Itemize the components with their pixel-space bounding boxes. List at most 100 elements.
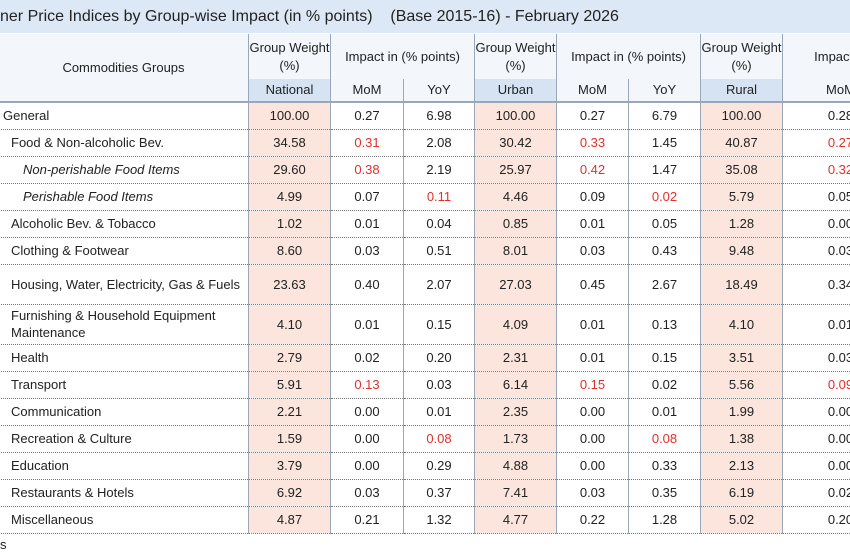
table-row: Non-perishable Food Items 29.60 0.38 2.19 25… bbox=[0, 156, 850, 183]
header-cell: Impact in bbox=[782, 34, 850, 79]
table-cell: 0.11 bbox=[403, 183, 475, 210]
table-cell: 0.13 bbox=[330, 371, 404, 398]
table-cell: 0.03 bbox=[403, 371, 475, 398]
header-cell: Rural bbox=[700, 79, 783, 103]
table-cell: 0.00 bbox=[782, 210, 850, 237]
table-cell: 0.33 bbox=[628, 452, 701, 479]
row-label: Transport bbox=[0, 371, 249, 398]
table-cell: 0.00 bbox=[330, 398, 404, 425]
table-cell: 0.85 bbox=[474, 210, 557, 237]
table-cell: 2.19 bbox=[403, 156, 475, 183]
table-cell: 0.00 bbox=[556, 425, 629, 452]
table-cell: 100.00 bbox=[700, 102, 783, 129]
row-label: Furnishing & Household Equipment Mainten… bbox=[0, 304, 249, 344]
table-cell: 1.02 bbox=[248, 210, 331, 237]
row-label: Alcoholic Bev. & Tobacco bbox=[0, 210, 249, 237]
table-cell: 0.20 bbox=[403, 344, 475, 371]
table-cell: 0.15 bbox=[628, 344, 701, 371]
table-row: Education 3.79 0.00 0.29 4.88 0.00 0.33 2.13 0.0… bbox=[0, 452, 850, 479]
table-cell: 0.01 bbox=[556, 304, 629, 344]
table-cell: 2.67 bbox=[628, 264, 701, 304]
row-label: Recreation & Culture bbox=[0, 425, 249, 452]
table-cell: 5.56 bbox=[700, 371, 783, 398]
table-cell: 0.27 bbox=[330, 102, 404, 129]
row-label: Clothing & Footwear bbox=[0, 237, 249, 264]
table-cell: 0.40 bbox=[330, 264, 404, 304]
table-cell: 25.97 bbox=[474, 156, 557, 183]
table-cell: 0.09 bbox=[556, 183, 629, 210]
header-subrow: NationalMoMYoYUrbanMoMYoYRuralMoM bbox=[0, 79, 850, 103]
table-cell: 0.15 bbox=[403, 304, 475, 344]
row-label: General bbox=[0, 102, 249, 129]
table-cell: 4.46 bbox=[474, 183, 557, 210]
table-row: Miscellaneous 4.87 0.21 1.32 4.77 0.22 1.28 5.0… bbox=[0, 506, 850, 533]
table-cell: 0.03 bbox=[556, 479, 629, 506]
table-cell: 0.34 bbox=[782, 264, 850, 304]
table-cell: 0.01 bbox=[330, 304, 404, 344]
table-row: Housing, Water, Electricity, Gas & Fuels… bbox=[0, 264, 850, 304]
table-cell: 6.14 bbox=[474, 371, 557, 398]
table-cell: 1.73 bbox=[474, 425, 557, 452]
header-cell: Impact in (% points) bbox=[556, 34, 701, 79]
row-label: Perishable Food Items bbox=[0, 183, 249, 210]
table-cell: 0.27 bbox=[782, 129, 850, 156]
table-cell: 35.08 bbox=[700, 156, 783, 183]
title-bar: ner Price Indices by Group-wise Impact (… bbox=[0, 0, 850, 33]
header-cell: Commodities Groups bbox=[0, 34, 249, 102]
footer-note: s bbox=[0, 537, 7, 552]
header-cell: MoM bbox=[782, 79, 850, 103]
table-cell: 18.49 bbox=[700, 264, 783, 304]
table-cell: 0.05 bbox=[782, 183, 850, 210]
table-cell: 4.87 bbox=[248, 506, 331, 533]
table-cell: 4.99 bbox=[248, 183, 331, 210]
table-cell: 3.79 bbox=[248, 452, 331, 479]
table-cell: 0.09 bbox=[782, 371, 850, 398]
table-cell: 34.58 bbox=[248, 129, 331, 156]
table-cell: 0.01 bbox=[628, 398, 701, 425]
table-cell: 4.10 bbox=[700, 304, 783, 344]
table-cell: 8.01 bbox=[474, 237, 557, 264]
table-cell: 0.15 bbox=[556, 371, 629, 398]
table-cell: 5.02 bbox=[700, 506, 783, 533]
table-cell: 0.03 bbox=[782, 344, 850, 371]
table-cell: 0.13 bbox=[628, 304, 701, 344]
table-cell: 0.31 bbox=[330, 129, 404, 156]
table-cell: 5.91 bbox=[248, 371, 331, 398]
table-cell: 4.77 bbox=[474, 506, 557, 533]
table-cell: 0.21 bbox=[330, 506, 404, 533]
table-cell: 0.00 bbox=[330, 452, 404, 479]
table-cell: 4.10 bbox=[248, 304, 331, 344]
table-cell: 0.03 bbox=[782, 237, 850, 264]
header-cell: Group Weight (%) bbox=[474, 34, 557, 79]
table-cell: 0.45 bbox=[556, 264, 629, 304]
table-cell: 2.35 bbox=[474, 398, 557, 425]
table-cell: 0.03 bbox=[556, 237, 629, 264]
table-cell: 1.38 bbox=[700, 425, 783, 452]
header-row: Commodities Groups Group Weight (%) Impact… bbox=[0, 34, 850, 102]
table-row: Recreation & Culture 1.59 0.00 0.08 1.73 0.00… bbox=[0, 425, 850, 452]
table-cell: 6.98 bbox=[403, 102, 475, 129]
header-cell: Impact in (% points) bbox=[330, 34, 475, 79]
table-cell: 0.02 bbox=[330, 344, 404, 371]
table-cell: 6.79 bbox=[628, 102, 701, 129]
row-label: Food & Non-alcoholic Bev. bbox=[0, 129, 249, 156]
table-row: Food & Non-alcoholic Bev. 34.58 0.31 2.08 30… bbox=[0, 129, 850, 156]
table-cell: 0.38 bbox=[330, 156, 404, 183]
table-cell: 0.00 bbox=[556, 452, 629, 479]
table-cell: 0.03 bbox=[330, 237, 404, 264]
table-cell: 0.42 bbox=[556, 156, 629, 183]
table-cell: 0.37 bbox=[403, 479, 475, 506]
table-cell: 0.32 bbox=[782, 156, 850, 183]
table-cell: 6.92 bbox=[248, 479, 331, 506]
table-row: Perishable Food Items 4.99 0.07 0.11 4.46 0.0… bbox=[0, 183, 850, 210]
table-cell: 0.01 bbox=[556, 344, 629, 371]
table-cell: 0.27 bbox=[556, 102, 629, 129]
table-cell: 3.51 bbox=[700, 344, 783, 371]
table-cell: 0.00 bbox=[330, 425, 404, 452]
impact-table: Commodities Groups Group Weight (%) Impact… bbox=[0, 34, 850, 534]
table-cell: 27.03 bbox=[474, 264, 557, 304]
row-label: Education bbox=[0, 452, 249, 479]
table-cell: 0.00 bbox=[782, 452, 850, 479]
